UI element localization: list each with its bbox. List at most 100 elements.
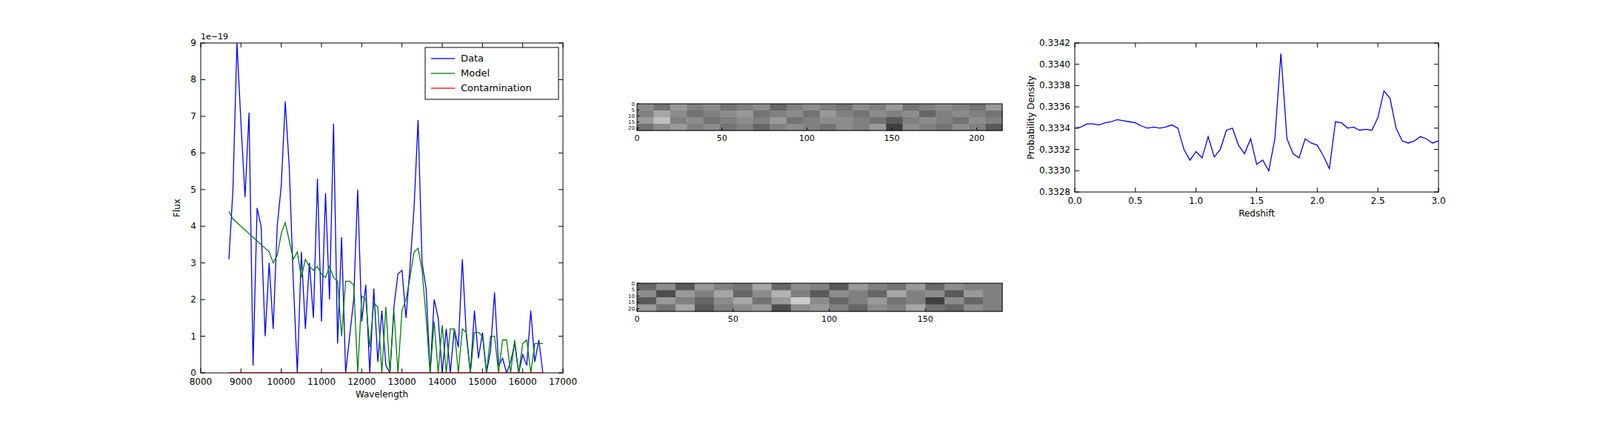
- image-cell: [720, 123, 738, 132]
- plot-area: [1074, 53, 1439, 171]
- image-cell: [925, 282, 945, 291]
- image-cell: [944, 290, 964, 298]
- image-cell: [653, 110, 671, 118]
- image-cell: [963, 290, 983, 298]
- image-cell: [848, 282, 868, 291]
- y-tick: [1434, 127, 1439, 129]
- y-axis-label: Flux: [171, 198, 183, 218]
- image-cell: [852, 117, 870, 125]
- y-tick: [637, 103, 640, 105]
- y-tick-label: 4: [190, 220, 197, 232]
- image-cell: [852, 103, 870, 112]
- y-tick-label: 0: [190, 367, 197, 378]
- image-cell: [694, 290, 715, 298]
- y-tick: [1074, 127, 1080, 129]
- image-cell: [686, 117, 704, 125]
- image-cell: [786, 103, 804, 112]
- image-cell: [670, 123, 688, 132]
- y-tick-label: 0.3334: [1039, 122, 1071, 134]
- image-cell: [733, 297, 753, 305]
- image-cell: [867, 304, 887, 312]
- image-cell: [802, 110, 820, 118]
- image-cell: [752, 282, 772, 291]
- image-cell: [905, 290, 926, 298]
- x-tick-label: 2.5: [1371, 195, 1386, 206]
- x-tick: [562, 368, 564, 373]
- image-cell: [905, 304, 926, 312]
- image-cell: [886, 290, 906, 298]
- y-tick: [637, 127, 640, 129]
- y-tick: [200, 372, 206, 374]
- image-cell: [905, 282, 926, 291]
- image-cell: [653, 103, 671, 112]
- image-cell: [867, 290, 887, 298]
- y-tick: [200, 225, 206, 227]
- image-cell: [714, 304, 734, 312]
- background: [0, 0, 1600, 427]
- image-cell: [714, 290, 734, 298]
- y-tick: [637, 121, 640, 123]
- x-tick: [1317, 42, 1318, 48]
- image-cell: [791, 297, 811, 305]
- x-tick-label: 0.0: [1067, 195, 1082, 206]
- image-cell: [675, 282, 695, 291]
- x-tick: [1195, 187, 1197, 192]
- x-tick: [976, 127, 978, 131]
- y-tick: [637, 295, 640, 297]
- image-cell: [810, 290, 830, 298]
- image-cell: [952, 123, 970, 132]
- y-tick: [200, 152, 206, 154]
- image-cell: [885, 110, 903, 118]
- y-tick: [1074, 63, 1080, 65]
- image-cell: [848, 297, 868, 305]
- line-chart: 8000900010000110001200013000140001500016…: [171, 31, 578, 400]
- series-line: [228, 42, 543, 373]
- y-tick: [200, 262, 206, 263]
- x-tick: [321, 42, 323, 48]
- image-cell: [694, 282, 715, 291]
- image-cell: [885, 123, 903, 132]
- legend-label: Contamination: [460, 82, 532, 94]
- x-tick: [361, 368, 363, 373]
- image-cell: [952, 103, 970, 112]
- image-cell: [935, 103, 953, 112]
- image-cell: [820, 117, 838, 125]
- frame: [200, 42, 563, 373]
- image-cell: [653, 117, 671, 125]
- y-tick: [1074, 191, 1080, 193]
- y-tick-label: 5: [631, 286, 635, 293]
- legend-label: Data: [460, 52, 484, 64]
- y-tick: [558, 299, 563, 300]
- series-line: [228, 211, 543, 373]
- y-tick: [637, 282, 640, 284]
- image-cell: [769, 123, 787, 132]
- y-tick: [637, 308, 640, 309]
- image-cell: [733, 282, 753, 291]
- y-tick: [200, 79, 206, 80]
- image-cell: [810, 304, 830, 312]
- image-cell: [686, 103, 704, 112]
- image-cell: [982, 282, 1003, 291]
- image-cell: [820, 103, 838, 112]
- legend-swatch: [431, 72, 455, 74]
- image-cell: [867, 282, 887, 291]
- image-cell: [656, 282, 676, 291]
- y-tick-label: 20: [628, 305, 635, 312]
- image-cell: [985, 117, 1003, 125]
- x-tick-label: 150: [883, 133, 900, 143]
- image-cell: [736, 117, 754, 125]
- image-cell: [656, 290, 676, 298]
- image-cell: [686, 110, 704, 118]
- image-cell: [753, 117, 771, 125]
- x-tick-label: 3.0: [1431, 195, 1446, 206]
- image-cell: [720, 117, 738, 125]
- x-tick: [482, 368, 483, 373]
- image-cell: [786, 123, 804, 132]
- y-tick: [1434, 191, 1439, 193]
- x-tick: [721, 127, 723, 131]
- image-cell: [836, 110, 854, 118]
- image-cell: [720, 103, 738, 112]
- x-tick-label: 0: [634, 314, 640, 324]
- image-cell: [656, 304, 676, 312]
- image-cell: [968, 123, 986, 132]
